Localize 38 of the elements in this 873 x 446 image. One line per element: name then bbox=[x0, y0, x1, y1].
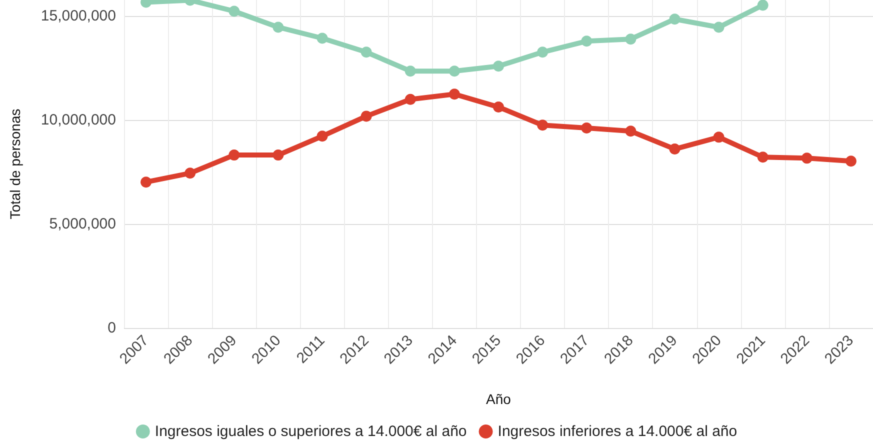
point bbox=[448, 66, 460, 77]
point bbox=[228, 150, 240, 161]
point bbox=[140, 176, 152, 188]
point bbox=[448, 88, 460, 100]
point bbox=[360, 46, 372, 58]
point bbox=[669, 144, 680, 155]
y-axis-title: Total de personas bbox=[7, 108, 23, 220]
point bbox=[184, 168, 196, 179]
point bbox=[713, 132, 724, 143]
point bbox=[272, 150, 284, 161]
point bbox=[537, 120, 548, 131]
point bbox=[493, 102, 504, 113]
point bbox=[845, 156, 856, 167]
point bbox=[625, 126, 636, 137]
point bbox=[272, 22, 284, 33]
y-tick-label: 10,000,000 bbox=[40, 112, 116, 129]
point bbox=[316, 130, 328, 142]
point bbox=[493, 60, 504, 72]
point bbox=[404, 94, 416, 105]
point bbox=[757, 0, 768, 11]
point bbox=[316, 32, 328, 44]
point bbox=[801, 152, 812, 164]
point bbox=[228, 6, 240, 17]
point bbox=[537, 46, 548, 58]
point bbox=[757, 152, 768, 163]
point bbox=[713, 22, 724, 33]
legend-label: Ingresos inferiores a 14.000€ al año bbox=[498, 423, 738, 440]
x-axis-title: Año bbox=[486, 391, 512, 407]
point bbox=[404, 66, 416, 77]
y-tick-label: 0 bbox=[108, 320, 116, 336]
point bbox=[581, 36, 592, 47]
y-tick-label: 5,000,000 bbox=[49, 216, 116, 233]
y-tick-label: 15,000,000 bbox=[40, 8, 116, 25]
point bbox=[360, 110, 372, 122]
point bbox=[581, 122, 592, 134]
legend-label: Ingresos iguales o superiores a 14.000€ al año bbox=[154, 423, 467, 440]
point bbox=[625, 34, 636, 45]
point bbox=[669, 14, 680, 25]
